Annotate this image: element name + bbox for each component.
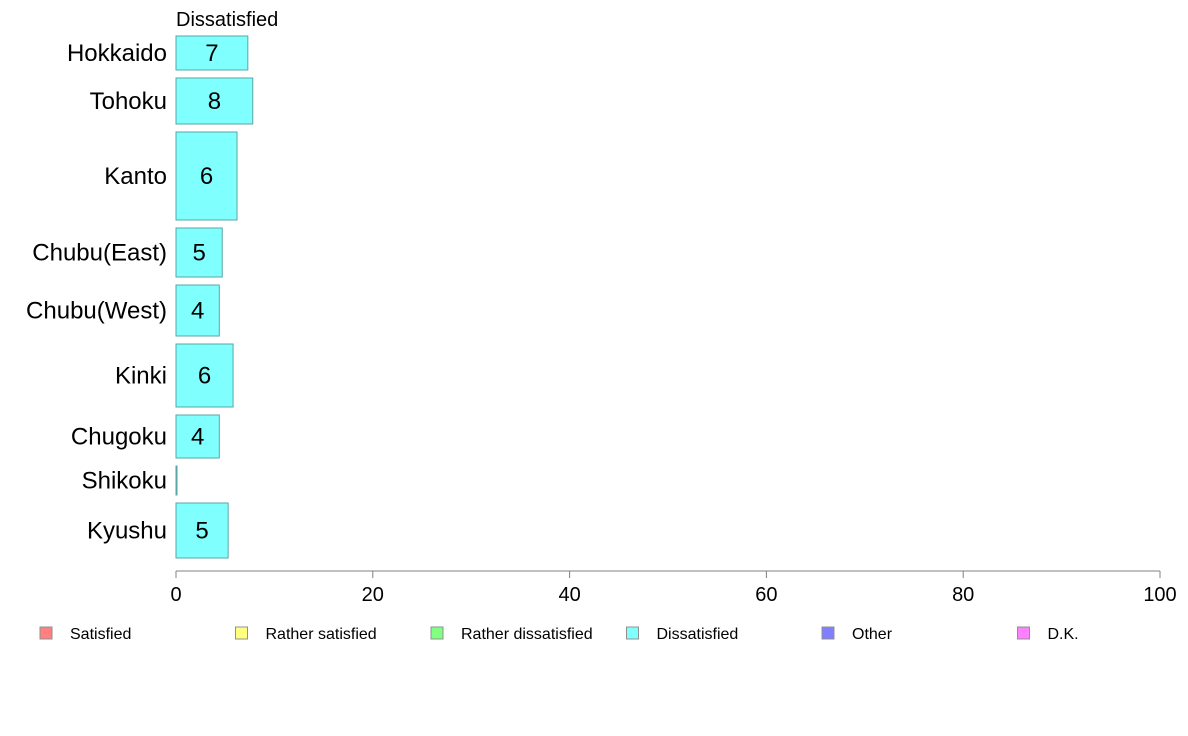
legend-swatch xyxy=(235,626,248,640)
category-label: Chubu(West) xyxy=(26,298,167,325)
x-axis: 0 20 40 60 80 100 xyxy=(170,570,1177,606)
x-tick-label: 80 xyxy=(952,584,974,606)
x-tick-label: 100 xyxy=(1143,584,1176,606)
x-tick-label: 20 xyxy=(362,584,384,606)
legend-swatch xyxy=(821,626,835,640)
category-label: Kinki xyxy=(115,363,167,390)
x-tick-label: 0 xyxy=(170,584,181,606)
category-label: Kyushu xyxy=(87,518,167,545)
data-label: 7 xyxy=(205,40,218,67)
data-label: 8 xyxy=(208,88,221,115)
bar-kinki xyxy=(175,343,234,408)
data-label: 5 xyxy=(195,518,208,545)
data-label: 6 xyxy=(198,363,211,390)
legend-label: D.K. xyxy=(1048,626,1079,643)
legend-swatch xyxy=(626,626,639,640)
legend-label: Rather dissatisfied xyxy=(461,626,593,643)
category-label: Shikoku xyxy=(82,468,167,495)
legend-swatch xyxy=(430,626,444,640)
bar-tohoku xyxy=(175,77,254,125)
bar-kyushu xyxy=(175,502,229,559)
bar-chugoku xyxy=(175,414,220,459)
category-label: Kanto xyxy=(104,163,167,190)
bar-shikoku xyxy=(175,465,178,496)
x-tick-label: 60 xyxy=(755,584,777,606)
legend-label: Dissatisfied xyxy=(657,626,739,643)
x-tick-label: 40 xyxy=(558,584,580,606)
category-label: Tohoku xyxy=(90,88,167,115)
chart-title: Dissatisfied xyxy=(176,9,278,31)
legend-swatch xyxy=(1017,626,1030,640)
legend-label: Rather satisfied xyxy=(266,626,377,643)
legend-label: Other xyxy=(852,626,893,643)
data-label: 4 xyxy=(191,298,204,325)
data-label: 5 xyxy=(192,240,205,267)
legend-label: Satisfied xyxy=(70,626,131,643)
bar-chubu-east- xyxy=(175,227,223,278)
data-label: 6 xyxy=(200,163,213,190)
legend: Satisfied Rather satisfied Rather dissatis… xyxy=(39,626,1079,643)
bar-hokkaido xyxy=(175,35,249,71)
category-label: Chubu(East) xyxy=(32,240,167,267)
data-label: 4 xyxy=(191,424,204,451)
category-label: Hokkaido xyxy=(67,40,167,67)
legend-swatch xyxy=(39,626,53,640)
category-label: Chugoku xyxy=(71,424,167,451)
bars-group: Hokkaido 7 Tohoku 8 Kanto 6 Chubu(East) 5 Chubu(… xyxy=(26,35,254,559)
bar-kanto xyxy=(175,131,238,221)
bar-chubu-west- xyxy=(175,284,220,337)
